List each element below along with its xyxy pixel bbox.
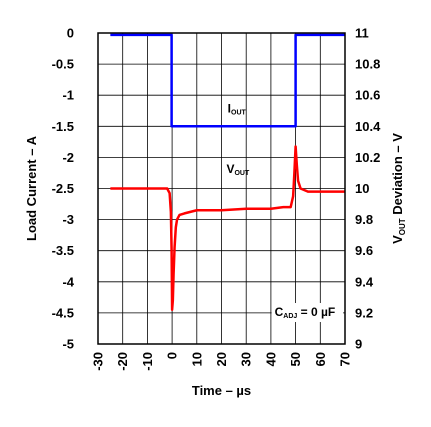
annotation-cadj: CADJ = 0 µF <box>275 305 336 320</box>
x-tick-label: 60 <box>313 352 328 366</box>
left-y-tick-label: -2.5 <box>52 181 74 196</box>
x-tick-label: -20 <box>115 352 130 371</box>
x-tick-label: 30 <box>239 352 254 366</box>
left-y-axis-ticks: 0 -0.5 -1 -1.5 -2 -2.5 -3 -3.5 -4 -4.5 -5 <box>52 26 75 352</box>
right-y-axis-title: VOUT Deviation – V <box>390 133 407 244</box>
vout-label-sub: OUT <box>234 170 250 177</box>
series-label-iout: IOUT <box>228 102 247 117</box>
left-y-axis-title: Load Current – A <box>24 135 39 241</box>
right-y-tick-label: 10.4 <box>355 119 381 134</box>
x-tick-label: 20 <box>214 352 229 366</box>
series-line-vout <box>110 145 345 312</box>
right-y-tick-label: 10.2 <box>355 150 380 165</box>
x-axis-ticks: -30 -20 -10 0 10 20 30 40 50 60 70 <box>91 352 353 371</box>
right-y-tick-label: 11 <box>355 26 369 41</box>
plot-series <box>110 33 345 312</box>
x-tick-label: -30 <box>91 352 106 371</box>
annotation-rest: = 0 µF <box>297 305 335 319</box>
x-tick-label: 0 <box>165 352 180 359</box>
iout-label-sub: OUT <box>231 110 247 117</box>
vout-label-main: V <box>226 162 234 176</box>
left-y-tick-label: -0.5 <box>52 57 74 72</box>
plot-frame <box>97 32 346 345</box>
x-tick-label: -10 <box>140 352 155 371</box>
left-y-tick-label: -1 <box>62 88 74 103</box>
annotation-main: C <box>275 305 284 319</box>
right-y-tick-label: 10 <box>355 181 369 196</box>
right-y-tick-label: 9.6 <box>355 243 373 258</box>
right-y-tick-label: 9.2 <box>355 305 373 320</box>
x-tick-label: 40 <box>263 352 278 366</box>
left-y-tick-label: -1.5 <box>52 119 74 134</box>
series-line-iout <box>110 33 345 128</box>
right-y-axis-title-main: V <box>390 235 405 244</box>
left-y-tick-label: -4.5 <box>52 305 74 320</box>
right-y-tick-label: 10.8 <box>355 57 380 72</box>
left-y-tick-label: -3.5 <box>52 243 74 258</box>
annotation-background <box>271 303 343 323</box>
left-y-tick-label: -5 <box>62 337 74 352</box>
x-tick-label: 50 <box>288 352 303 366</box>
iout-label-main: I <box>228 102 231 116</box>
right-y-tick-label: 10.6 <box>355 88 380 103</box>
left-y-tick-label: 0 <box>67 26 74 41</box>
annotation-sub: ADJ <box>283 313 297 320</box>
right-y-tick-label: 9.8 <box>355 212 373 227</box>
left-y-tick-label: -3 <box>62 212 74 227</box>
left-y-tick-label: -4 <box>62 274 74 289</box>
annotation-box: CADJ = 0 µF <box>271 303 343 323</box>
right-y-axis-ticks: 11 10.8 10.6 10.4 10.2 10 9.8 9.6 9.4 9.2 9 <box>355 26 381 352</box>
x-tick-label: 10 <box>189 352 204 366</box>
left-y-tick-label: -2 <box>62 150 74 165</box>
right-y-axis-title-rest: Deviation – V <box>390 133 405 219</box>
right-y-tick-label: 9.4 <box>355 274 374 289</box>
series-label-vout: VOUT <box>226 162 250 177</box>
right-y-tick-label: 9 <box>355 337 362 352</box>
right-y-axis-title-sub: OUT <box>398 218 407 235</box>
x-axis-title: Time – µs <box>192 383 251 398</box>
x-tick-label: 70 <box>338 352 353 366</box>
